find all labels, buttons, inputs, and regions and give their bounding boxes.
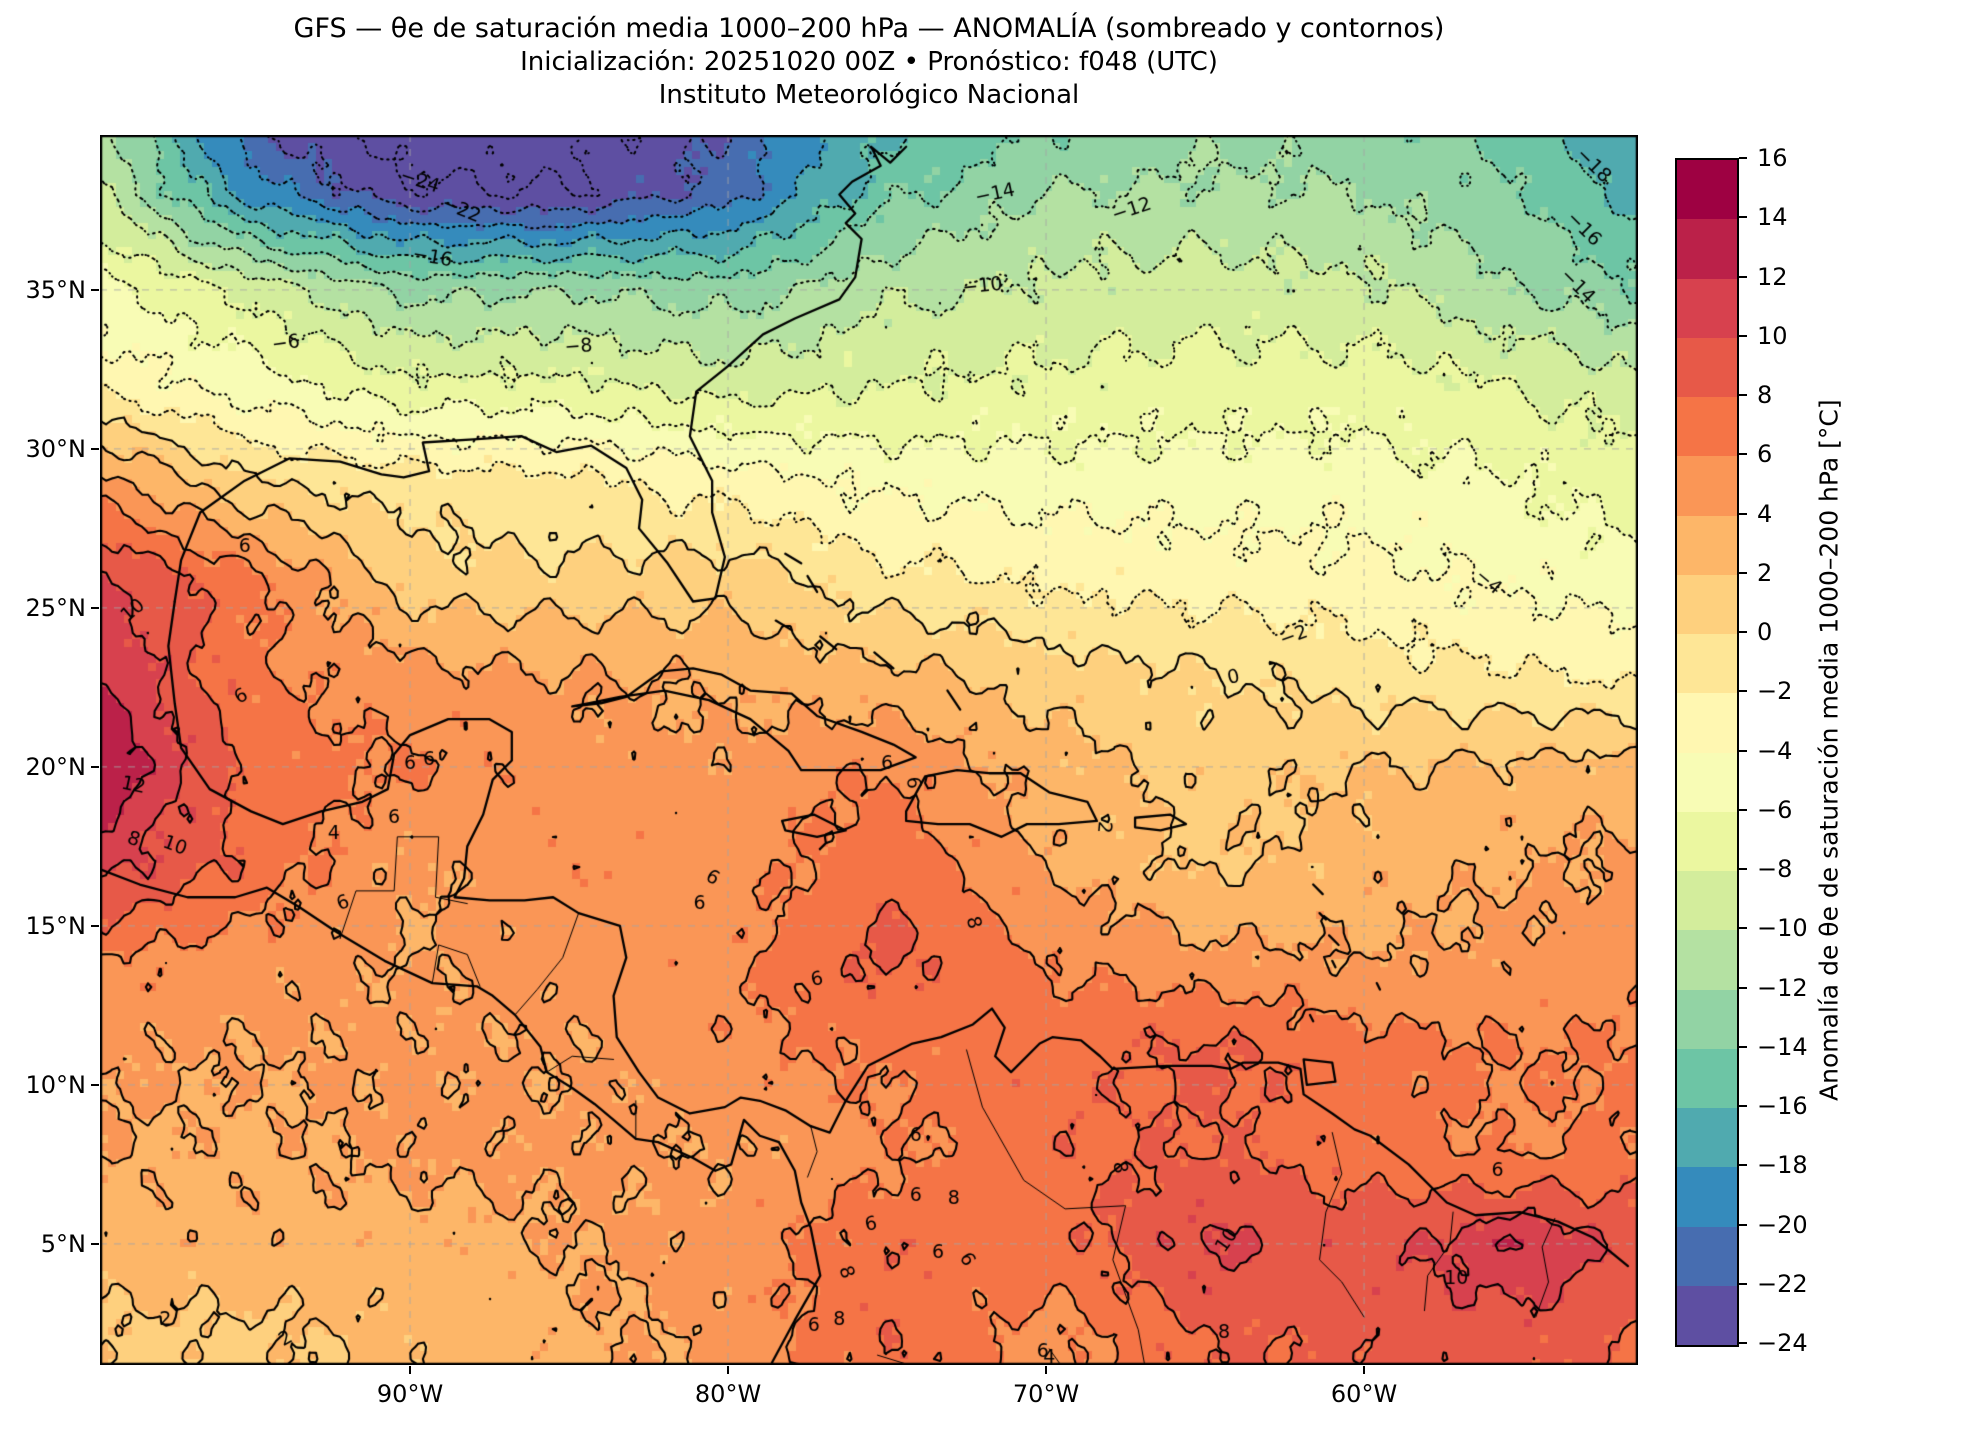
colorbar-tick-label: 0 xyxy=(1757,618,1773,646)
colorbar-tick-mark xyxy=(1739,512,1747,515)
x-tick-mark xyxy=(409,1366,412,1374)
colorbar-band xyxy=(1677,634,1737,694)
colorbar-tick-mark xyxy=(1739,808,1747,811)
colorbar xyxy=(1675,158,1739,1347)
colorbar-tick-mark xyxy=(1739,1223,1747,1226)
y-tick-mark xyxy=(91,765,99,768)
title-line-2: Inicialización: 20251020 00Z • Pronóstic… xyxy=(520,47,1218,77)
y-tick-label: 10°N xyxy=(25,1070,87,1099)
y-tick-label: 5°N xyxy=(40,1229,86,1258)
colorbar-tick-mark xyxy=(1739,571,1747,574)
colorbar-tick-label: −18 xyxy=(1757,1151,1808,1180)
colorbar-tick-label: −6 xyxy=(1757,795,1793,824)
colorbar-tick-mark xyxy=(1739,631,1747,633)
map-canvas xyxy=(100,135,1638,1365)
colorbar-tick-mark xyxy=(1739,394,1747,396)
colorbar-band xyxy=(1677,397,1737,457)
y-tick-mark xyxy=(91,924,99,927)
title-line-1: GFS — θe de saturación media 1000–200 hP… xyxy=(293,13,1445,44)
colorbar-band xyxy=(1677,1226,1737,1286)
colorbar-tick-label: 12 xyxy=(1757,262,1788,291)
chart-title: GFS — θe de saturación media 1000–200 hP… xyxy=(0,12,1738,112)
colorbar-band xyxy=(1677,693,1737,753)
colorbar-band xyxy=(1677,160,1737,220)
colorbar-band xyxy=(1677,1108,1737,1168)
colorbar-tick-label: −24 xyxy=(1757,1329,1808,1357)
colorbar-tick-mark xyxy=(1739,986,1747,989)
colorbar-tick-mark xyxy=(1739,1342,1747,1344)
colorbar-tick-mark xyxy=(1739,868,1747,870)
x-tick-label: 90°W xyxy=(376,1380,444,1408)
colorbar-tick-label: 2 xyxy=(1757,558,1773,587)
colorbar-label: Anomalía de θe de saturación media 1000–… xyxy=(1814,399,1844,1101)
colorbar-tick-label: −14 xyxy=(1757,1032,1808,1061)
colorbar-band xyxy=(1677,278,1737,338)
x-tick-label: 80°W xyxy=(694,1380,762,1408)
y-tick-mark xyxy=(91,606,99,609)
colorbar-band xyxy=(1677,456,1737,516)
y-tick-mark xyxy=(91,288,99,291)
colorbar-tick-mark xyxy=(1739,749,1747,752)
colorbar-tick-mark xyxy=(1739,453,1747,456)
colorbar-tick-mark xyxy=(1739,1045,1747,1048)
colorbar-tick-label: −22 xyxy=(1757,1269,1808,1298)
colorbar-tick-label: −8 xyxy=(1757,855,1793,883)
colorbar-band xyxy=(1677,219,1737,279)
colorbar-tick-mark xyxy=(1739,157,1747,159)
y-tick-label: 35°N xyxy=(25,275,87,304)
x-tick-label: 60°W xyxy=(1330,1380,1398,1408)
colorbar-band xyxy=(1677,574,1737,634)
colorbar-tick-label: 6 xyxy=(1757,440,1773,469)
colorbar-tick-mark xyxy=(1739,690,1747,693)
x-tick-mark xyxy=(727,1366,730,1374)
colorbar-tick-label: −2 xyxy=(1757,677,1793,706)
colorbar-band xyxy=(1677,930,1737,990)
colorbar-band xyxy=(1677,1285,1737,1345)
colorbar-tick-label: 14 xyxy=(1757,203,1788,232)
colorbar-band xyxy=(1677,871,1737,931)
y-tick-mark xyxy=(91,1083,99,1086)
colorbar-tick-label: −20 xyxy=(1757,1210,1808,1239)
x-tick-mark xyxy=(1363,1366,1366,1374)
y-tick-label: 25°N xyxy=(25,593,87,622)
colorbar-tick-mark xyxy=(1739,1105,1747,1107)
colorbar-band xyxy=(1677,1167,1737,1227)
colorbar-tick-label: −16 xyxy=(1757,1092,1808,1120)
colorbar-tick-label: −4 xyxy=(1757,736,1793,765)
colorbar-tick-label: 16 xyxy=(1757,144,1788,172)
y-tick-label: 20°N xyxy=(25,752,87,781)
title-line-3: Instituto Meteorológico Nacional xyxy=(658,80,1080,110)
colorbar-tick-mark xyxy=(1739,927,1747,930)
colorbar-tick-mark xyxy=(1739,216,1747,219)
y-tick-mark xyxy=(91,1242,99,1245)
colorbar-tick-label: 8 xyxy=(1757,381,1773,409)
colorbar-tick-mark xyxy=(1739,1164,1747,1167)
x-tick-mark xyxy=(1045,1366,1048,1374)
colorbar-tick-mark xyxy=(1739,1282,1747,1285)
colorbar-tick-label: 4 xyxy=(1757,499,1773,528)
colorbar-tick-label: −12 xyxy=(1757,973,1808,1002)
colorbar-band xyxy=(1677,515,1737,575)
colorbar-tick-label: 10 xyxy=(1757,321,1788,350)
colorbar-band xyxy=(1677,989,1737,1049)
colorbar-band xyxy=(1677,1048,1737,1108)
colorbar-band xyxy=(1677,337,1737,397)
colorbar-tick-mark xyxy=(1739,275,1747,278)
colorbar-tick-label: −10 xyxy=(1757,914,1808,943)
colorbar-band xyxy=(1677,752,1737,812)
x-tick-label: 70°W xyxy=(1012,1380,1080,1408)
y-tick-label: 15°N xyxy=(25,911,87,940)
colorbar-tick-mark xyxy=(1739,334,1747,337)
y-tick-mark xyxy=(91,447,99,450)
colorbar-band xyxy=(1677,811,1737,871)
y-tick-label: 30°N xyxy=(25,434,87,463)
